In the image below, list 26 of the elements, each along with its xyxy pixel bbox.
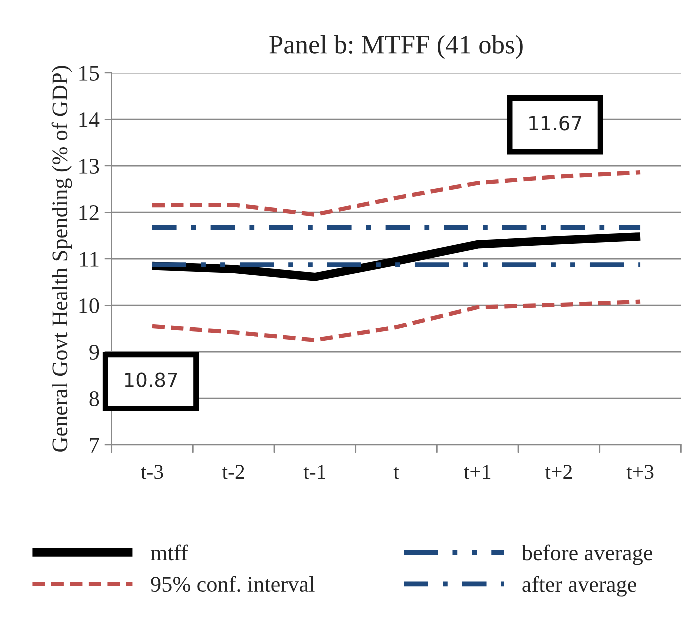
chart-title: Panel b: MTFF (41 obs)	[270, 35, 523, 60]
y-tick-label: 8	[90, 391, 100, 406]
y-tick-label: 15	[80, 66, 100, 81]
y-tick-label: 14	[80, 112, 100, 128]
line-series	[150, 300, 643, 343]
y-tick-label: 12	[80, 206, 99, 220]
x-tick-label: t-1	[304, 465, 326, 480]
y-axis-title: General Govt Health Spending (% of GDP)	[52, 66, 72, 452]
y-tick-label: 7	[90, 438, 100, 453]
annotation: 10.87	[125, 372, 178, 388]
x-tick-label: t+2	[545, 465, 572, 480]
x-tick-label: t	[394, 467, 400, 480]
line-series	[150, 170, 643, 217]
y-tick-label: 11	[80, 252, 99, 267]
y-tick-label: 10	[80, 298, 100, 314]
y-tick-label: 9	[90, 345, 100, 360]
x-tick-label: t-2	[222, 465, 244, 480]
annotation: 11.67	[530, 116, 582, 131]
legend-label: after average	[522, 576, 636, 597]
legend-label: mtff	[150, 544, 188, 561]
x-tick-label: t+3	[626, 465, 654, 480]
legend-label: before average	[522, 544, 653, 566]
x-tick-label: t-3	[141, 465, 164, 480]
y-tick-label: 13	[80, 159, 100, 174]
legend-label: 95% conf. interval	[151, 576, 315, 592]
x-tick-label: t+1	[464, 465, 491, 480]
